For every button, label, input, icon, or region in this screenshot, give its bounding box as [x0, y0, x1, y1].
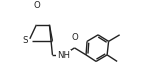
Text: O: O	[33, 1, 40, 10]
Text: O: O	[71, 33, 78, 42]
Text: S: S	[22, 36, 28, 45]
Text: NH: NH	[57, 51, 70, 60]
